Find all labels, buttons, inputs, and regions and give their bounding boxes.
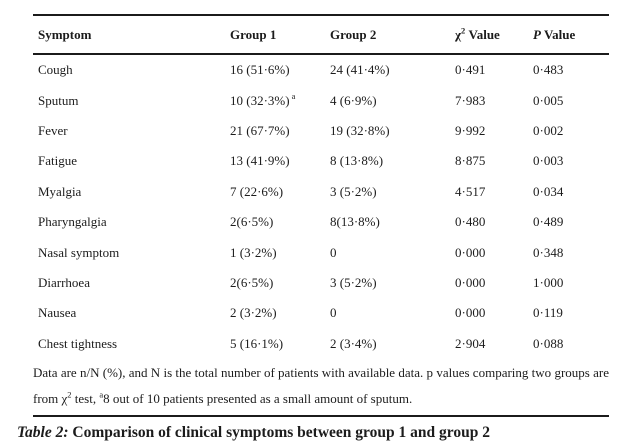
chi2-cell: 0·480 <box>455 214 486 230</box>
column-header-group1: Group 1 <box>230 26 277 42</box>
group2-cell: 8 (13·8%) <box>330 153 384 169</box>
symptom-cell: Fever <box>38 122 68 138</box>
clinical-symptoms-table: Symptom Group 1 Group 2 χ2 Value P Value… <box>17 14 609 441</box>
table-row: Pharyngalgia 2(6·5%) 8(13·8%) 0·480 0·48… <box>33 207 609 237</box>
table-caption: Table 2: Comparison of clinical symptoms… <box>17 424 609 441</box>
group1-cell: 16 (51·6%) <box>230 62 290 78</box>
chi2-cell: 0·000 <box>455 305 486 321</box>
group2-cell: 0 <box>330 244 337 260</box>
pvalue-cell: 0·003 <box>533 153 564 169</box>
chi2-cell: 4·517 <box>455 183 486 199</box>
group1-cell: 21 (67·7%) <box>230 122 290 138</box>
group1-cell: 5 (16·1%) <box>230 335 284 351</box>
symptom-cell: Cough <box>38 62 73 78</box>
caption-text: Comparison of clinical symptoms between … <box>68 423 490 441</box>
group2-cell: 19 (32·8%) <box>330 122 390 138</box>
group2-cell: 2 (3·4%) <box>330 335 377 351</box>
table-footnote: Data are n/N (%), and N is the total num… <box>33 360 609 417</box>
table-row: Diarrhoea 2(6·5%) 3 (5·2%) 0·000 1·000 <box>33 268 609 298</box>
symptom-cell: Nausea <box>38 305 77 321</box>
chi2-cell: 9·992 <box>455 122 486 138</box>
chi2-cell: 0·000 <box>455 244 486 260</box>
chi-value-label: Value <box>465 26 500 42</box>
symptom-cell: Fatigue <box>38 153 77 169</box>
group1-cell: 7 (22·6%) <box>230 183 284 199</box>
group2-cell: 3 (5·2%) <box>330 274 377 290</box>
group2-cell: 24 (41·4%) <box>330 62 390 78</box>
footnote-marker-a: a <box>99 389 104 400</box>
group2-cell: 3 (5·2%) <box>330 183 377 199</box>
table-header-row: Symptom Group 1 Group 2 χ2 Value P Value <box>33 14 609 55</box>
group1-cell: 2(6·5%) <box>230 274 274 290</box>
caption-label: Table 2: <box>17 423 69 441</box>
pvalue-cell: 1·000 <box>533 274 564 290</box>
table-row: Fever 21 (67·7%) 19 (32·8%) 9·992 0·002 <box>33 116 609 146</box>
column-header-p-value: P Value <box>533 27 609 43</box>
chi2-cell: 2·904 <box>455 335 486 351</box>
group2-cell: 8(13·8%) <box>330 214 380 230</box>
symptom-cell: Diarrhoea <box>38 274 90 290</box>
p-symbol: P <box>533 26 541 42</box>
chi2-cell: 0·000 <box>455 274 486 290</box>
group2-cell: 0 <box>330 305 337 321</box>
symptom-cell: Myalgia <box>38 183 82 199</box>
table-row: Cough 16 (51·6%) 24 (41·4%) 0·491 0·483 <box>33 55 609 85</box>
group1-cell: 13 (41·9%) <box>230 153 290 169</box>
group1-cell: 10 (32·3%) a <box>230 91 330 109</box>
pvalue-cell: 0·483 <box>533 62 564 78</box>
table-row: Myalgia 7 (22·6%) 3 (5·2%) 4·517 0·034 <box>33 177 609 207</box>
group1-value: 10 (32·3%) <box>230 92 290 108</box>
footnote-text-2: test, <box>71 390 100 406</box>
pvalue-cell: 0·489 <box>533 214 564 230</box>
symptom-cell: Pharyngalgia <box>38 214 107 230</box>
table-row: Sputum 10 (32·3%) a 4 (6·9%) 7·983 0·005 <box>33 85 609 115</box>
table-row: Nausea 2 (3·2%) 0 0·000 0·119 <box>33 298 609 328</box>
chi-superscript: 2 <box>461 25 466 36</box>
group2-cell: 4 (6·9%) <box>330 92 377 108</box>
symptom-cell: Sputum <box>38 92 79 108</box>
pvalue-cell: 0·034 <box>533 183 564 199</box>
group1-cell: 1 (3·2%) <box>230 244 277 260</box>
pvalue-cell: 0·119 <box>533 305 563 321</box>
footnote-marker-a: a <box>291 91 296 102</box>
column-header-group2: Group 2 <box>330 26 377 42</box>
table-row: Chest tightness 5 (16·1%) 2 (3·4%) 2·904… <box>33 329 609 359</box>
chi2-cell: 8·875 <box>455 153 486 169</box>
footnote-text-1: Data are n/N (%), and N is the total num… <box>33 364 609 406</box>
column-header-symptom: Symptom <box>38 26 92 42</box>
table-row: Nasal symptom 1 (3·2%) 0 0·000 0·348 <box>33 237 609 267</box>
column-header-chi2-value: χ2 Value <box>455 25 533 43</box>
pvalue-cell: 0·002 <box>533 122 564 138</box>
group1-cell: 2(6·5%) <box>230 214 274 230</box>
chi2-cell: 0·491 <box>455 62 486 78</box>
chi2-cell: 7·983 <box>455 92 486 108</box>
pvalue-cell: 0·005 <box>533 92 564 108</box>
group1-cell: 2 (3·2%) <box>230 305 277 321</box>
pvalue-cell: 0·348 <box>533 244 564 260</box>
table-row: Fatigue 13 (41·9%) 8 (13·8%) 8·875 0·003 <box>33 146 609 176</box>
footnote-text-3: 8 out of 10 patients presented as a smal… <box>103 390 413 406</box>
chi-superscript: 2 <box>67 389 72 400</box>
symptom-cell: Chest tightness <box>38 335 118 351</box>
chi-symbol: χ <box>455 26 462 42</box>
pvalue-cell: 0·088 <box>533 335 564 351</box>
symptom-cell: Nasal symptom <box>38 244 120 260</box>
p-value-label: Value <box>540 26 576 42</box>
